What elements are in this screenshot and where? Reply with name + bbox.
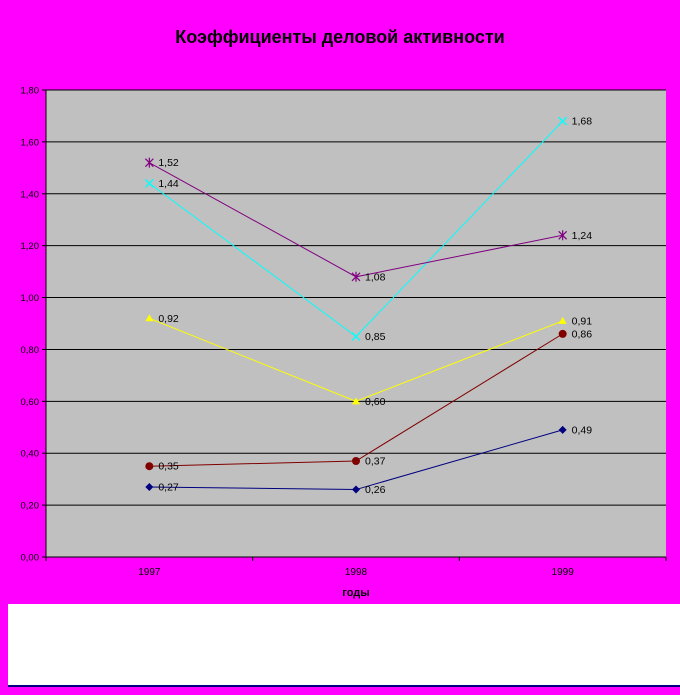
y-tick-label: 1,40 [21, 189, 40, 200]
y-tick-label: 1,80 [21, 86, 40, 97]
asterisk-marker-icon [351, 271, 361, 282]
x-axis-title: годы [342, 587, 370, 599]
y-tick-label: 0,80 [21, 345, 40, 356]
asterisk-marker-icon [144, 157, 154, 168]
circle-marker-icon [352, 457, 360, 466]
data-label: 0,27 [158, 481, 179, 493]
x-category-label: 1997 [138, 567, 161, 578]
series-4: 0,35 0,37 0,86 [145, 328, 593, 473]
x-category-label: 1998 [345, 567, 368, 578]
x-category-label: 1999 [552, 567, 575, 578]
y-tick-label: 0,60 [21, 397, 40, 408]
data-label: 0,35 [158, 461, 179, 473]
chart-title: Коэффициенты деловой активности [175, 27, 505, 47]
triangle-marker-icon [558, 316, 567, 324]
series-0: 0,27 0,26 0,49 [145, 424, 592, 496]
data-label: 0,37 [365, 456, 386, 468]
y-tick-label: 1,20 [21, 241, 40, 252]
y-tick-label: 1,60 [21, 137, 40, 148]
data-label: 1,44 [158, 178, 179, 190]
data-label: 0,60 [365, 396, 386, 408]
y-tick-label: 0,20 [21, 501, 40, 512]
data-label: 1,08 [365, 271, 386, 283]
legend-area: Коэффициентобщей оборачиваемости капитал… [8, 604, 680, 687]
triangle-marker-icon [145, 314, 154, 322]
x-marker-icon [558, 116, 568, 126]
data-label: 0,85 [365, 331, 386, 343]
data-label: 0,92 [158, 313, 179, 325]
diamond-marker-icon [145, 482, 154, 491]
plot-area: 0,00 0,20 0,40 0,60 0,80 1,00 1,20 1,40 1,60 1,80… [21, 86, 667, 578]
data-label: 1,68 [572, 116, 593, 128]
y-tick-label: 0,40 [21, 449, 40, 460]
data-label: 1,24 [572, 230, 593, 242]
series-1: 0,92 0,60 0,91 [145, 313, 592, 408]
y-tick-label: 1,00 [21, 293, 40, 304]
series-3: 1,52 1,08 1,24 [144, 157, 593, 283]
circle-marker-icon [145, 462, 154, 471]
x-marker-icon [351, 331, 361, 341]
data-label: 0,49 [572, 424, 593, 436]
diamond-marker-icon [558, 425, 567, 434]
x-marker-icon [144, 178, 154, 188]
asterisk-marker-icon [558, 230, 568, 241]
diamond-marker-icon [352, 485, 360, 494]
data-label: 0,86 [572, 328, 593, 340]
data-label: 1,52 [158, 157, 179, 169]
y-tick-label: 0,00 [21, 553, 40, 564]
data-label: 0,91 [572, 315, 593, 327]
bottom-border-line [8, 685, 680, 687]
series-2: 1,44 0,85 1,68 [144, 116, 593, 343]
triangle-marker-icon [352, 397, 360, 405]
circle-marker-icon [558, 329, 567, 338]
data-label: 0,26 [365, 484, 386, 496]
